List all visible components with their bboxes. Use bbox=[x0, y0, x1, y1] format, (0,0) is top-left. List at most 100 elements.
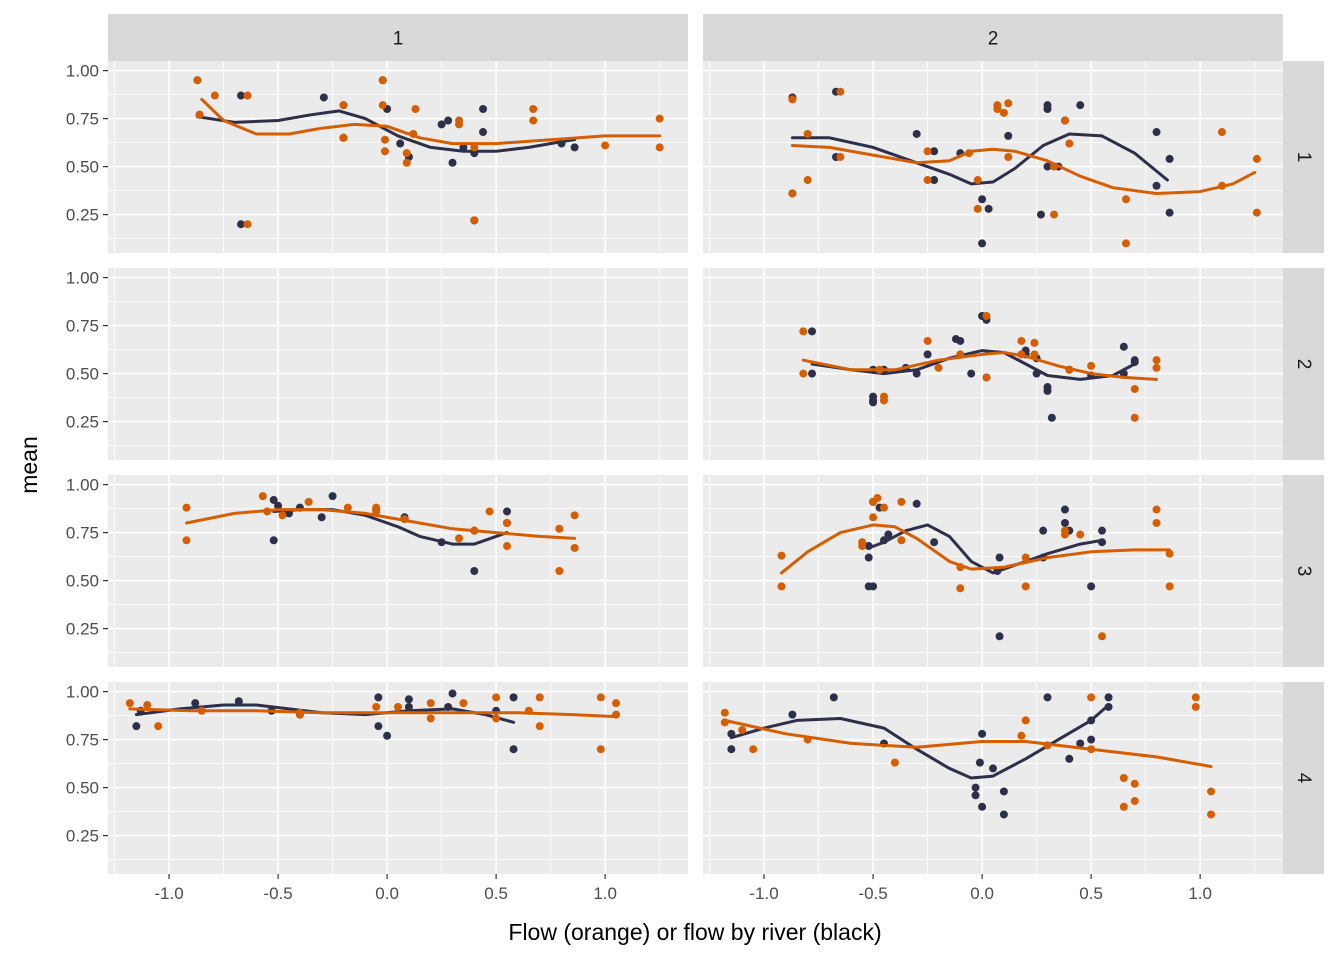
flow_by_river-point bbox=[269, 495, 278, 504]
flow_by_river-point bbox=[1043, 162, 1052, 171]
x-tick-label: -1.0 bbox=[154, 884, 183, 903]
flow-point bbox=[193, 76, 202, 85]
x-tick-label: -0.5 bbox=[858, 884, 887, 903]
panel-background bbox=[703, 268, 1283, 460]
flow-point bbox=[470, 216, 479, 225]
flow-point bbox=[1152, 356, 1161, 365]
flow_by_river-point bbox=[448, 689, 457, 698]
column-strip-2 bbox=[703, 14, 1283, 61]
flow_by_river-point bbox=[971, 783, 980, 792]
flow_by_river-point bbox=[1004, 131, 1013, 140]
flow_by_river-point bbox=[328, 492, 337, 501]
y-tick-label: 0.50 bbox=[66, 572, 99, 591]
flow-point bbox=[993, 101, 1002, 110]
flow-point bbox=[1076, 530, 1085, 539]
flow_by_river-point bbox=[1076, 739, 1085, 748]
x-tick-label: 0.5 bbox=[484, 884, 508, 903]
flow-point bbox=[1060, 530, 1069, 539]
flow-point bbox=[897, 497, 906, 506]
flow-point bbox=[503, 519, 512, 527]
y-tick-label: 0.75 bbox=[66, 731, 99, 750]
flow-smooth-line bbox=[723, 718, 1213, 768]
flow_by_river-point bbox=[1039, 526, 1048, 535]
y-tick-label: 0.25 bbox=[66, 827, 99, 846]
flow-point bbox=[426, 699, 435, 708]
flow-point bbox=[535, 722, 544, 731]
flow-point bbox=[570, 511, 579, 520]
y-tick-label: 1.00 bbox=[66, 62, 99, 81]
flow_by_river-point bbox=[930, 538, 939, 547]
flow-smooth-line bbox=[128, 707, 618, 719]
flow-point bbox=[655, 114, 664, 123]
panel-2-2 bbox=[703, 268, 1283, 460]
flow-point bbox=[1130, 384, 1139, 393]
flow_by_river-point bbox=[274, 501, 283, 510]
flow_by_river-point bbox=[808, 369, 817, 378]
flow_by_river-point bbox=[1047, 413, 1056, 422]
flow_by_river-point bbox=[995, 553, 1004, 562]
flow-smooth-line bbox=[200, 97, 662, 146]
panel-1-4 bbox=[108, 682, 688, 874]
flow_by_river-point bbox=[1087, 582, 1096, 591]
flow-point bbox=[1152, 519, 1161, 527]
flow-point bbox=[1191, 702, 1200, 711]
flow-point bbox=[655, 143, 664, 152]
panel-1-3 bbox=[108, 475, 688, 667]
flow_by_river-point bbox=[237, 91, 246, 100]
flow_by_river-point bbox=[1043, 105, 1052, 113]
flow_by_river-point bbox=[459, 143, 468, 152]
flow-point bbox=[455, 120, 464, 129]
flow-point bbox=[1119, 774, 1128, 782]
column-strip-label: 1 bbox=[393, 29, 404, 50]
flow-point bbox=[394, 702, 402, 711]
flow-point bbox=[799, 327, 808, 336]
panel-background bbox=[703, 682, 1283, 874]
x-tick-label: 0.0 bbox=[970, 884, 994, 903]
flow-point bbox=[858, 538, 867, 547]
flow_by_river-point bbox=[884, 530, 893, 539]
flow-point bbox=[788, 95, 797, 104]
flow-point bbox=[1098, 632, 1107, 641]
flow_by_river-point bbox=[984, 204, 993, 213]
flow_by_river-point bbox=[448, 158, 457, 167]
flow_by_river-smooth-line bbox=[729, 703, 1111, 780]
flow_by_river-point bbox=[869, 398, 878, 407]
flow-point bbox=[529, 116, 538, 125]
flow-point bbox=[873, 494, 882, 503]
flow_by_river-point bbox=[404, 702, 413, 711]
flow_by_river-point bbox=[1130, 356, 1139, 365]
flow_by_river-point bbox=[317, 513, 326, 522]
flow_by_river-point bbox=[1060, 505, 1069, 514]
flow_by_river-point bbox=[319, 93, 328, 102]
flow_by_river-point bbox=[912, 499, 921, 508]
x-tick-label: 1.0 bbox=[593, 884, 617, 903]
flow-point bbox=[411, 105, 420, 113]
flow_by_river-point bbox=[978, 239, 987, 248]
x-tick-label: 0.5 bbox=[1079, 884, 1103, 903]
flow-point bbox=[1004, 153, 1013, 161]
flow_by_river-point bbox=[978, 729, 987, 738]
row-strip-label: 4 bbox=[1293, 773, 1314, 784]
flow-point bbox=[570, 543, 579, 552]
flow-point bbox=[890, 758, 899, 767]
flow-point bbox=[339, 133, 348, 142]
flow-point bbox=[195, 110, 204, 119]
flow-point bbox=[380, 135, 389, 144]
flow_by_river-point bbox=[503, 507, 512, 516]
flow-smooth-line bbox=[790, 144, 1257, 195]
flow-point bbox=[982, 312, 991, 320]
flow-point bbox=[923, 147, 932, 156]
flow_by_river-point bbox=[864, 553, 873, 562]
flow-point bbox=[125, 699, 134, 708]
flow_by_river-point bbox=[1065, 754, 1074, 763]
flow-point bbox=[1065, 139, 1074, 148]
panel-1-2 bbox=[108, 268, 688, 460]
flow_by_river-point bbox=[1104, 693, 1113, 702]
flow_by_river-point bbox=[1152, 128, 1161, 137]
flow_by_river-point bbox=[479, 128, 488, 137]
flow_by_river-point bbox=[1036, 210, 1045, 219]
flow_by_river-point bbox=[956, 336, 965, 345]
row-strip-label: 3 bbox=[1293, 566, 1314, 577]
flow_by_river-point bbox=[829, 693, 838, 702]
flow-point bbox=[1021, 553, 1030, 562]
